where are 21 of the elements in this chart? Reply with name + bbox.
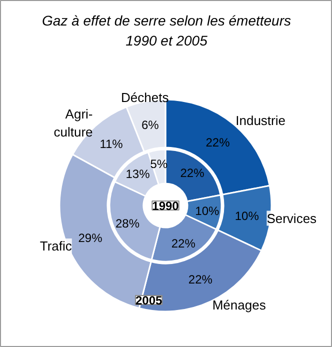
data-label: 22%: [188, 272, 213, 287]
slice-label: 1990: [152, 199, 180, 213]
slice-label: Ménages: [212, 298, 266, 313]
data-label: 22%: [180, 166, 205, 180]
data-label: 13%: [126, 166, 150, 181]
data-label: 10%: [234, 208, 260, 223]
slice-label: 2005: [135, 294, 163, 308]
chart-subtitle: 1990 et 2005: [126, 32, 208, 48]
data-label: 22%: [171, 236, 196, 251]
slice-label: Industrie: [236, 113, 286, 128]
slice-label: Trafic: [40, 238, 72, 254]
data-label: 28%: [115, 216, 140, 230]
slice-label: Agri- culture: [54, 106, 93, 140]
chart-title: Gaz à effet de serre selon les émetteurs: [42, 12, 292, 28]
data-label: 6%: [141, 118, 160, 132]
data-label: 29%: [78, 231, 103, 246]
slice-label: Services: [266, 210, 318, 226]
data-label: 10%: [195, 204, 220, 218]
slice-label: Déchets: [121, 90, 170, 105]
data-label: 11%: [100, 136, 124, 151]
data-label: 22%: [206, 135, 230, 150]
